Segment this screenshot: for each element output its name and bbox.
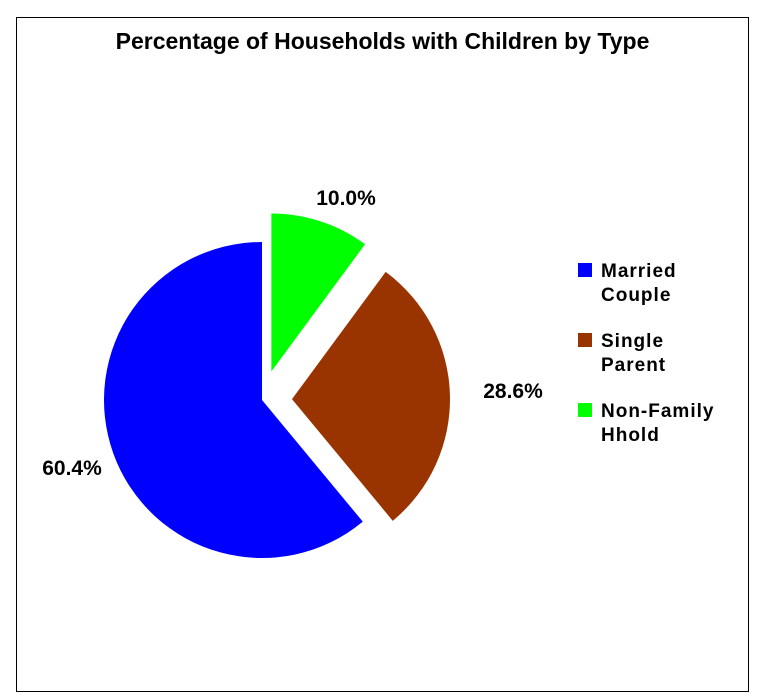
legend-label-married-couple: Married Couple [601,261,677,306]
legend-label-non-family-hhold: Non-Family Hhold [601,401,714,446]
legend-swatch-single-parent [578,333,592,347]
pie-slice-non-family-hhold [271,213,366,372]
legend-label-line: Non-Family [601,401,714,422]
legend-swatch-non-family-hhold [578,403,592,417]
data-label-non-family-hhold: 10.0% [316,187,376,210]
legend-swatch-married-couple [578,263,592,277]
data-label-married-couple: 60.4% [42,457,102,480]
legend-label-line: Single [601,331,664,352]
legend-label-line: Hhold [601,425,660,446]
data-label-single-parent: 28.6% [483,380,543,403]
pie-slice-single-parent [291,271,450,521]
pie-slice-married-couple [103,242,363,558]
legend-label-line: Parent [601,355,666,376]
chart-title: Percentage of Households with Children b… [115,28,650,54]
legend-label-line: Married [601,261,677,282]
legend-label-single-parent: Single Parent [601,331,666,376]
legend-label-line: Couple [601,285,671,306]
